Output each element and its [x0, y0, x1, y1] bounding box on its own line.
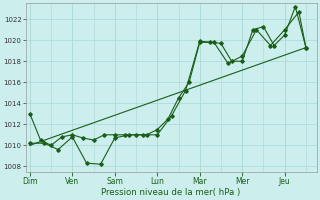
X-axis label: Pression niveau de la mer( hPa ): Pression niveau de la mer( hPa ) [101, 188, 241, 197]
